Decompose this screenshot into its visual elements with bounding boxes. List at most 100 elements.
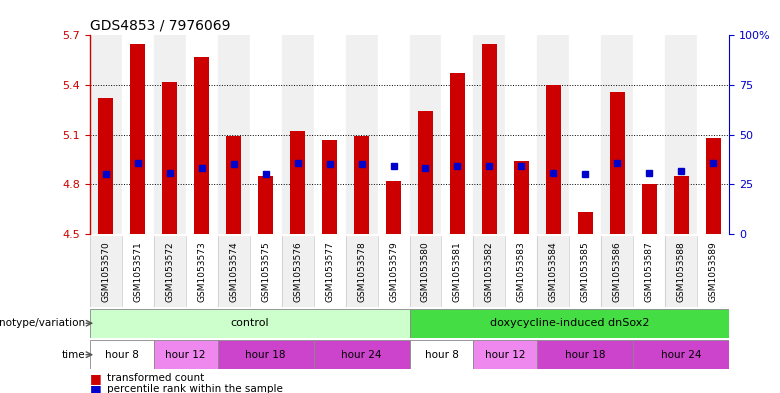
Bar	[610, 92, 625, 234]
Bar	[226, 136, 241, 234]
Text: GSM1053585: GSM1053585	[581, 241, 590, 302]
Text: GSM1053577: GSM1053577	[325, 241, 334, 302]
Bar	[537, 340, 633, 369]
Bar	[314, 340, 410, 369]
Bar	[482, 44, 497, 234]
Text: transformed count: transformed count	[107, 373, 204, 383]
Text: GSM1053584: GSM1053584	[549, 241, 558, 302]
Bar	[569, 35, 601, 234]
Text: GSM1053573: GSM1053573	[197, 241, 206, 302]
Bar	[290, 131, 305, 234]
Text: GSM1053581: GSM1053581	[453, 241, 462, 302]
Text: GSM1053579: GSM1053579	[389, 241, 398, 302]
Text: GSM1053574: GSM1053574	[229, 241, 238, 302]
Bar	[601, 35, 633, 234]
Bar	[130, 44, 145, 234]
Text: GSM1053587: GSM1053587	[645, 241, 654, 302]
Bar	[578, 212, 593, 234]
Bar	[322, 140, 337, 234]
Bar	[706, 138, 721, 234]
Text: hour 12: hour 12	[485, 350, 526, 360]
Bar	[90, 35, 122, 234]
Text: genotype/variation: genotype/variation	[0, 318, 86, 328]
Bar	[665, 236, 697, 307]
Bar	[665, 35, 697, 234]
Text: GSM1053578: GSM1053578	[357, 241, 366, 302]
Bar	[98, 98, 113, 234]
Bar	[378, 35, 410, 234]
Text: GSM1053570: GSM1053570	[101, 241, 110, 302]
Bar	[633, 236, 665, 307]
Bar	[218, 35, 250, 234]
Text: hour 24: hour 24	[661, 350, 701, 360]
Bar	[378, 236, 410, 307]
Text: GSM1053586: GSM1053586	[613, 241, 622, 302]
Bar	[674, 176, 689, 234]
Bar	[410, 236, 441, 307]
Bar	[162, 82, 177, 234]
Bar	[546, 85, 561, 234]
Bar	[633, 340, 729, 369]
Bar	[505, 236, 537, 307]
Text: hour 18: hour 18	[566, 350, 605, 360]
Text: GSM1053576: GSM1053576	[293, 241, 302, 302]
Bar	[537, 35, 569, 234]
Text: percentile rank within the sample: percentile rank within the sample	[107, 384, 282, 393]
Bar	[346, 35, 378, 234]
Text: hour 24: hour 24	[342, 350, 381, 360]
Bar	[250, 236, 282, 307]
Bar	[354, 136, 369, 234]
Text: control: control	[230, 318, 269, 328]
Text: hour 12: hour 12	[165, 350, 206, 360]
Bar	[90, 236, 122, 307]
Bar	[90, 340, 154, 369]
Bar	[410, 309, 729, 338]
Bar	[410, 340, 473, 369]
Text: hour 8: hour 8	[105, 350, 139, 360]
Bar	[154, 340, 218, 369]
Bar	[697, 35, 729, 234]
Text: GSM1053583: GSM1053583	[517, 241, 526, 302]
Bar	[601, 236, 633, 307]
Bar	[505, 35, 537, 234]
Bar	[473, 340, 537, 369]
Bar	[122, 35, 154, 234]
Text: ■: ■	[90, 382, 101, 393]
Bar	[410, 35, 441, 234]
Text: time: time	[62, 350, 86, 360]
Text: ■: ■	[90, 371, 101, 385]
Bar	[186, 35, 218, 234]
Bar	[697, 236, 729, 307]
Bar	[473, 236, 505, 307]
Bar	[218, 340, 314, 369]
Bar	[154, 35, 186, 234]
Bar	[314, 236, 346, 307]
Bar	[441, 236, 473, 307]
Text: GSM1053571: GSM1053571	[133, 241, 142, 302]
Bar	[282, 236, 314, 307]
Bar	[250, 35, 282, 234]
Bar	[194, 57, 209, 234]
Bar	[386, 181, 401, 234]
Bar	[441, 35, 473, 234]
Text: GSM1053582: GSM1053582	[485, 241, 494, 302]
Bar	[122, 236, 154, 307]
Text: GSM1053575: GSM1053575	[261, 241, 270, 302]
Bar	[633, 35, 665, 234]
Bar	[473, 35, 505, 234]
Bar	[154, 236, 186, 307]
Bar	[418, 112, 433, 234]
Bar	[346, 236, 378, 307]
Bar	[642, 184, 657, 234]
Text: hour 8: hour 8	[424, 350, 459, 360]
Bar	[218, 236, 250, 307]
Text: doxycycline-induced dnSox2: doxycycline-induced dnSox2	[490, 318, 649, 328]
Bar	[282, 35, 314, 234]
Bar	[186, 236, 218, 307]
Text: GSM1053580: GSM1053580	[421, 241, 430, 302]
Bar	[514, 161, 529, 234]
Text: hour 18: hour 18	[246, 350, 285, 360]
Bar	[90, 309, 410, 338]
Text: GSM1053589: GSM1053589	[709, 241, 718, 302]
Bar	[569, 236, 601, 307]
